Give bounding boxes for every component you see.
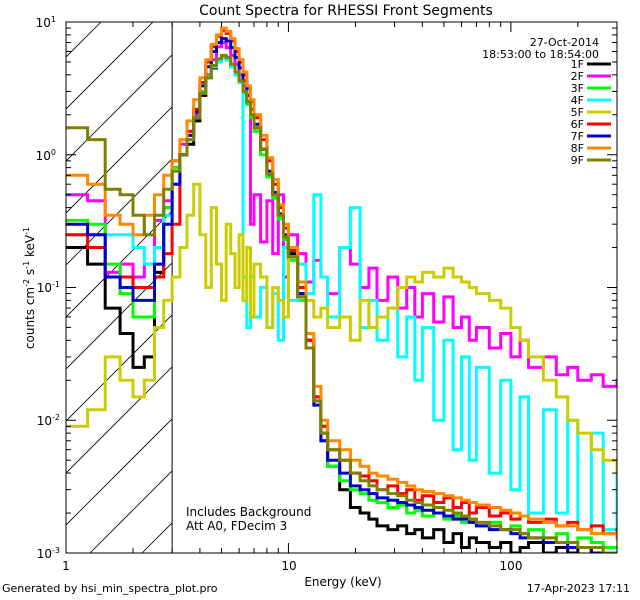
- x-tick-label-1: 1: [62, 559, 70, 573]
- legend-label-7F: 7F: [571, 130, 584, 143]
- y-tick-label-m1: 10-1: [37, 280, 60, 295]
- hatch-line: [66, 106, 173, 214]
- time-range-label: 18:53:00 to 18:54:00: [482, 48, 599, 61]
- series-line-1F: [66, 56, 617, 553]
- series-line-9F: [66, 53, 617, 553]
- y-tick-label-m3: 10-3: [37, 546, 60, 561]
- annotation-background: Includes Background: [186, 505, 311, 519]
- legend-label-9F: 9F: [571, 154, 584, 167]
- annotation-attenuator: Att A0, FDecim 3: [186, 519, 287, 533]
- legend-label-5F: 5F: [571, 106, 584, 119]
- x-axis-label: Energy (keV): [304, 575, 381, 589]
- hatch-line: [141, 522, 173, 553]
- x-tick-label-100: 100: [500, 559, 523, 573]
- legend-label-2F: 2F: [571, 70, 584, 83]
- footer-generated-by: Generated by hsi_min_spectra_plot.pro: [2, 582, 218, 595]
- chart-title: Count Spectra for RHESSI Front Segments: [199, 3, 493, 19]
- legend-label-3F: 3F: [571, 82, 584, 95]
- series-line-6F: [66, 29, 617, 536]
- y-tick-label-1: 101: [36, 15, 56, 30]
- footer-timestamp: 17-Apr-2023 17:11: [526, 582, 630, 595]
- date-label: 27-Oct-2014: [530, 36, 599, 49]
- legend-label-8F: 8F: [571, 142, 584, 155]
- hatch-line: [66, 210, 173, 318]
- y-tick-label-m2: 10-2: [37, 413, 60, 428]
- hatch-line: [66, 366, 173, 474]
- legend-label-6F: 6F: [571, 118, 584, 131]
- x-tick-label-10: 10: [281, 559, 296, 573]
- y-axis-label: counts cm-2 s-1 keV-1: [22, 227, 37, 349]
- series-line-5F: [66, 182, 617, 475]
- series-line-7F: [66, 37, 617, 553]
- hatch-line: [66, 418, 173, 526]
- legend-label-1F: 1F: [571, 58, 584, 71]
- axis-ticks: [65, 21, 618, 554]
- y-tick-label-0: 100: [36, 148, 56, 163]
- legend-label-4F: 4F: [571, 94, 584, 107]
- series-group: [66, 26, 617, 553]
- hatch-line: [66, 54, 173, 162]
